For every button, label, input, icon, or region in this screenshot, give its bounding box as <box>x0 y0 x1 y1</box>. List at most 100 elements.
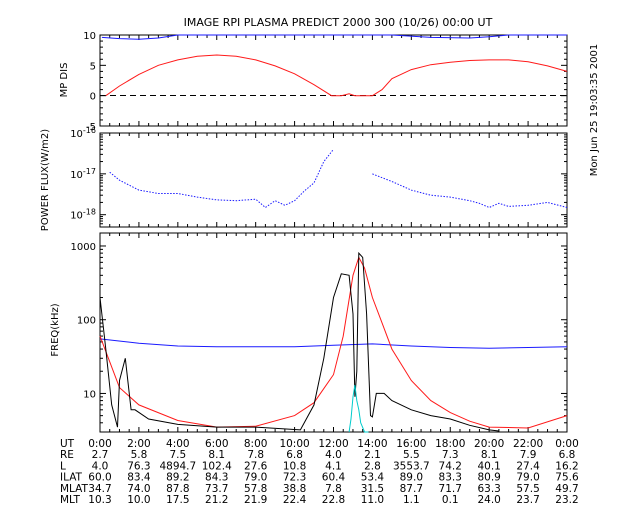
frequency-frame <box>99 232 568 433</box>
table-cell: 74.2 <box>439 460 462 472</box>
power-flux-frame <box>99 132 568 228</box>
table-cell: 14:00 <box>357 438 387 450</box>
table-cell: 57.8 <box>244 483 267 495</box>
table-row-label: UT <box>60 438 75 450</box>
table-cell: 49.7 <box>555 483 578 495</box>
table-cell: 57.5 <box>516 483 539 495</box>
table-cell: 3553.7 <box>393 460 430 472</box>
y-tick-label: 1000 <box>71 242 96 253</box>
table-cell: 7.8 <box>247 449 264 461</box>
table-cell: 4.1 <box>325 460 342 472</box>
y-tick-label: 5 <box>90 61 96 72</box>
table-cell: 31.5 <box>361 483 384 495</box>
table-cell: 89.0 <box>400 472 423 484</box>
table-cell: 60.0 <box>88 472 111 484</box>
table-cell: 0:00 <box>555 438 579 450</box>
table-cell: 4894.7 <box>159 460 196 472</box>
table-cell: 87.8 <box>166 483 189 495</box>
table-cell: 83.3 <box>439 472 462 484</box>
table-row-label: MLT <box>60 494 80 506</box>
table-row-label: L <box>60 460 66 472</box>
table-cell: 7.5 <box>169 449 186 461</box>
y-tick-label: -5 <box>86 122 96 133</box>
table-cell: 11.0 <box>361 494 384 506</box>
table-cell: 71.7 <box>439 483 462 495</box>
table-cell: 27.4 <box>516 460 540 472</box>
table-cell: 1.1 <box>403 494 420 506</box>
y-tick-label: 0 <box>90 92 96 103</box>
table-cell: 102.4 <box>202 460 232 472</box>
table-cell: 5.8 <box>131 449 148 461</box>
table-cell: 7.8 <box>325 483 342 495</box>
y-tick-label: 10 <box>83 31 96 42</box>
red-series-line <box>99 256 568 429</box>
cyan-series-line <box>348 384 369 433</box>
table-cell: 17.5 <box>166 494 189 506</box>
table-cell: 4.0 <box>92 460 109 472</box>
table-cell: 2.7 <box>92 449 109 461</box>
table-cell: 18:00 <box>435 438 465 450</box>
mp-dis-frame <box>99 34 568 127</box>
y-tick-label: 10-16 <box>70 126 96 140</box>
table-cell: 76.3 <box>127 460 150 472</box>
table-row-label: ILAT <box>60 472 83 484</box>
table-cell: 22.4 <box>283 494 307 506</box>
table-cell: 10.3 <box>88 494 111 506</box>
power-flux-ylabel: POWER FLUX(W/m2) <box>40 129 51 231</box>
table-cell: 75.6 <box>555 472 579 484</box>
table-row-label: RE <box>60 449 74 461</box>
table-cell: 40.1 <box>477 460 500 472</box>
table-cell: 22.8 <box>322 494 345 506</box>
table-cell: 24.0 <box>477 494 500 506</box>
frequency-panel: FREQ(kHz) 1000 100 10 <box>50 232 568 433</box>
table-cell: 60.4 <box>322 472 346 484</box>
table-cell: 0.1 <box>442 494 459 506</box>
table-cell: 4.0 <box>325 449 342 461</box>
table-cell: 2:00 <box>127 438 151 450</box>
table-cell: 10.8 <box>283 460 306 472</box>
table-cell: 8.1 <box>208 449 225 461</box>
table-cell: 6.8 <box>559 449 576 461</box>
table-cell: 72.3 <box>283 472 306 484</box>
table-cell: 74.0 <box>127 483 150 495</box>
frequency-ylabel: FREQ(kHz) <box>50 303 61 356</box>
blue-series-line <box>372 173 568 209</box>
blue-series-line <box>99 338 568 349</box>
table-cell: 21.9 <box>244 494 267 506</box>
table-cell: 7.3 <box>442 449 459 461</box>
table-cell: 79.0 <box>516 472 539 484</box>
table-cell: 6.8 <box>286 449 303 461</box>
table-cell: 10.0 <box>127 494 150 506</box>
table-cell: 89.2 <box>166 472 189 484</box>
table-cell: 16.2 <box>555 460 578 472</box>
table-cell: 4:00 <box>166 438 190 450</box>
table-cell: 5.5 <box>403 449 420 461</box>
mp-dis-ylabel: MP DIS <box>59 63 70 98</box>
ephemeris-table: UT 0:00 2:00 4:00 6:00 8:00 10:00 12:00 14:00 16:… <box>60 438 579 506</box>
table-cell: 23.7 <box>516 494 539 506</box>
table-cell: 21.2 <box>205 494 228 506</box>
table-cell: 12:00 <box>318 438 348 450</box>
table-cell: 8:00 <box>244 438 268 450</box>
table-cell: 0:00 <box>88 438 112 450</box>
y-tick-label: 10 <box>83 389 96 400</box>
y-tick-label: 10-18 <box>70 208 96 222</box>
table-cell: 2.8 <box>364 460 381 472</box>
table-cell: 8.1 <box>481 449 498 461</box>
table-cell: 79.0 <box>244 472 267 484</box>
timestamp-label: Mon Jun 25 19:03:35 2001 <box>589 44 600 177</box>
table-cell: 34.7 <box>88 483 111 495</box>
y-tick-label: 100 <box>77 316 96 327</box>
table-cell: 16:00 <box>396 438 426 450</box>
table-cell: 22:00 <box>513 438 543 450</box>
table-cell: 38.8 <box>283 483 306 495</box>
table-cell: 73.7 <box>205 483 228 495</box>
table-cell: 63.3 <box>477 483 500 495</box>
table-cell: 23.2 <box>555 494 578 506</box>
table-cell: 6:00 <box>205 438 229 450</box>
table-cell: 2.1 <box>364 449 381 461</box>
power-flux-panel: POWER FLUX(W/m2) 10-16 10-17 10-18 <box>40 126 568 231</box>
table-cell: 87.7 <box>400 483 423 495</box>
table-cell: 10:00 <box>279 438 309 450</box>
